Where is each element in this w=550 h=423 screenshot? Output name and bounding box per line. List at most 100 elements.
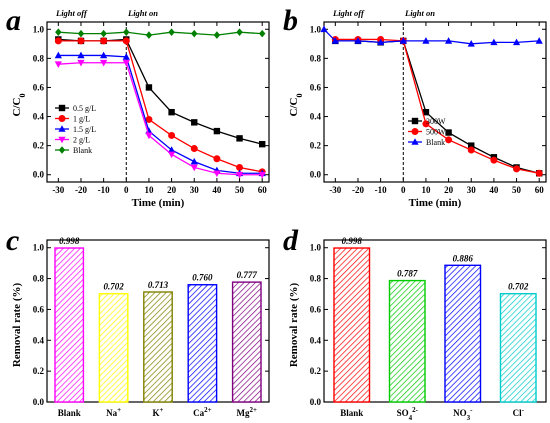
legend-label: 300W bbox=[426, 117, 446, 126]
data-point bbox=[513, 165, 521, 173]
panel-a-letter: a bbox=[6, 4, 21, 37]
data-point bbox=[100, 59, 108, 67]
y-tick-label: 0.8 bbox=[33, 53, 45, 63]
x-tick-label: 40 bbox=[489, 185, 499, 195]
bar bbox=[499, 292, 537, 403]
legend-marker bbox=[411, 128, 419, 135]
data-point bbox=[235, 171, 244, 179]
data-point bbox=[535, 37, 543, 44]
y-tick-label: 1.0 bbox=[33, 243, 45, 253]
y-tick-label: 0.2 bbox=[310, 366, 322, 376]
data-point bbox=[213, 170, 221, 178]
y-tick-label: 0.6 bbox=[310, 82, 322, 92]
panel-a-plot: -30 -20 -10 0 10 20 30 40 50 60 0.0 0.2 0.4 0.6 0.8 1.0… bbox=[33, 21, 270, 195]
data-point bbox=[100, 51, 108, 59]
data-point bbox=[191, 119, 198, 126]
data-point bbox=[191, 29, 198, 38]
panel-d-plot: 0.0 0.2 0.4 0.6 0.8 1.0 0.998 Blank 0.787 SO42- 0.… bbox=[310, 236, 547, 422]
data-point bbox=[77, 59, 85, 67]
legend-marker bbox=[58, 115, 66, 122]
x-tick-label: 0 bbox=[401, 185, 406, 195]
x-tick-label: 60 bbox=[258, 185, 268, 195]
bar-value-label: 0.702 bbox=[103, 282, 124, 292]
data-point bbox=[55, 28, 62, 36]
data-point bbox=[213, 31, 221, 39]
data-point bbox=[320, 25, 328, 33]
legend-label: 1.5 g/L bbox=[73, 125, 96, 134]
data-point bbox=[77, 29, 85, 38]
data-point bbox=[168, 28, 175, 36]
data-point bbox=[145, 84, 153, 91]
data-point bbox=[258, 171, 266, 179]
x-tick-label: 10 bbox=[144, 185, 154, 195]
data-point bbox=[168, 131, 176, 139]
y-tick-label: 0.8 bbox=[33, 274, 45, 284]
y-tick-label: 1.0 bbox=[310, 243, 322, 253]
y-tick-label: 0.8 bbox=[310, 53, 322, 63]
panel-d-ylabel: Removal rate (%) bbox=[288, 283, 300, 368]
category-label: Mg2+ bbox=[237, 406, 257, 418]
bar-value-label: 0.886 bbox=[453, 253, 474, 263]
data-point bbox=[122, 53, 130, 60]
data-point bbox=[259, 140, 266, 148]
data-point bbox=[190, 157, 198, 165]
y-tick-label: 0.6 bbox=[310, 304, 322, 314]
y-tick-label: 0.8 bbox=[310, 274, 322, 284]
bar-value-label: 0.713 bbox=[148, 280, 169, 290]
y-tick-label: 0.4 bbox=[310, 112, 322, 122]
x-tick-label: 50 bbox=[512, 185, 522, 195]
panel-b-ylabel: C/C0 bbox=[288, 94, 304, 117]
data-point bbox=[259, 29, 266, 38]
legend-label: Blank bbox=[73, 146, 92, 155]
data-point bbox=[100, 37, 108, 45]
data-point bbox=[145, 127, 153, 134]
data-point bbox=[145, 132, 153, 140]
data-point bbox=[145, 31, 153, 39]
data-point bbox=[467, 40, 475, 47]
x-tick-label: 50 bbox=[235, 185, 245, 195]
y-tick-label: 0.4 bbox=[33, 112, 45, 122]
category-label: Na+ bbox=[106, 406, 121, 418]
x-tick-label: 0 bbox=[124, 185, 129, 195]
category-label: K+ bbox=[152, 406, 163, 418]
legend-label: 1 g/L bbox=[73, 115, 90, 124]
x-tick-label: 30 bbox=[190, 185, 200, 195]
y-tick-label: 1.0 bbox=[33, 24, 45, 34]
panel-b-light-on-label: Light on bbox=[404, 8, 435, 18]
y-tick-label: 0.0 bbox=[310, 397, 322, 407]
x-tick-label: 60 bbox=[535, 185, 545, 195]
category-label: Cl- bbox=[513, 406, 525, 418]
data-point bbox=[331, 37, 339, 44]
panel-b-letter: b bbox=[283, 4, 298, 37]
data-point bbox=[490, 156, 498, 164]
y-tick-label: 0.2 bbox=[33, 141, 45, 151]
y-tick-label: 0.0 bbox=[310, 170, 322, 180]
data-point bbox=[377, 38, 385, 46]
x-tick-label: -10 bbox=[98, 185, 110, 195]
plot-frame bbox=[323, 21, 547, 183]
x-tick-label: 20 bbox=[167, 185, 177, 195]
x-tick-label: -30 bbox=[329, 185, 341, 195]
panel-b-plot: -30 -20 -10 0 10 20 30 40 50 60 0.0 0.2 0.4 0.6 0.8 1.0… bbox=[310, 21, 547, 195]
bar bbox=[388, 279, 426, 403]
data-point bbox=[422, 120, 430, 128]
data-point bbox=[399, 37, 407, 44]
bar-value-label: 0.777 bbox=[237, 270, 258, 280]
x-tick-label: -20 bbox=[75, 185, 87, 195]
panel-a-xlabel: Time (min) bbox=[132, 197, 185, 209]
y-tick-label: 0.4 bbox=[33, 335, 45, 345]
bar bbox=[333, 247, 371, 403]
x-tick-label: -30 bbox=[52, 185, 64, 195]
data-point bbox=[168, 108, 175, 116]
x-tick-label: 20 bbox=[444, 185, 454, 195]
data-point bbox=[468, 142, 475, 149]
category-label: NO3- bbox=[453, 406, 473, 422]
bar bbox=[143, 291, 173, 403]
data-point bbox=[54, 61, 62, 68]
data-point bbox=[445, 136, 453, 144]
legend-label: 2 g/L bbox=[73, 136, 90, 145]
panel-a-ylabel: C/C0 bbox=[11, 94, 27, 117]
panel-b-light-off-label: Light off bbox=[332, 8, 365, 18]
